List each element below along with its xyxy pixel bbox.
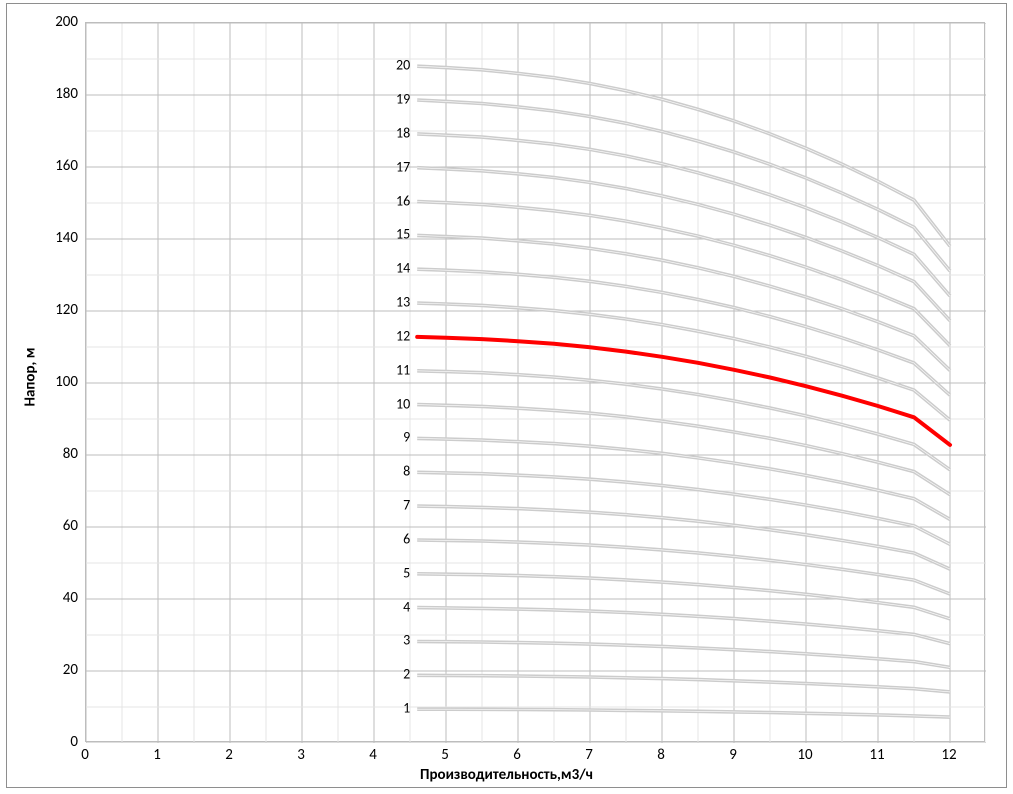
y-tick: 20 (63, 661, 78, 679)
series-label: 20 (396, 57, 410, 74)
x-tick: 10 (797, 746, 812, 764)
y-axis-label: Напор, м (20, 0, 40, 754)
series-label: 11 (396, 361, 410, 378)
x-tick: 2 (225, 746, 233, 764)
y-tick: 180 (55, 85, 78, 103)
series-label: 16 (396, 192, 410, 209)
x-tick: 0 (81, 746, 89, 764)
y-tick: 40 (63, 589, 78, 607)
y-tick: 140 (55, 229, 78, 247)
series-lines (86, 23, 986, 743)
series-label: 13 (396, 294, 410, 311)
y-tick: 80 (63, 445, 78, 463)
series-label: 4 (403, 598, 410, 615)
y-tick: 200 (55, 13, 78, 31)
x-tick: 3 (297, 746, 305, 764)
series-label: 6 (403, 530, 410, 547)
series-label: 9 (403, 429, 410, 446)
series-label: 8 (403, 463, 410, 480)
series-label: 1 (403, 700, 410, 717)
x-axis-label: Производительность,м3/ч (0, 766, 1013, 784)
x-tick: 11 (869, 746, 884, 764)
plot-area (85, 22, 985, 742)
x-tick: 8 (657, 746, 665, 764)
y-tick: 0 (70, 733, 78, 751)
series-label: 2 (403, 666, 410, 683)
series-label: 19 (396, 91, 410, 108)
series-label: 7 (403, 497, 410, 514)
series-label: 14 (396, 260, 410, 277)
series-label: 12 (396, 327, 410, 344)
series-label: 3 (403, 632, 410, 649)
chart-container: Производительность,м3/ч Напор, м 0123456… (0, 0, 1013, 794)
series-label: 15 (396, 226, 410, 243)
y-tick: 60 (63, 517, 78, 535)
series-label: 18 (396, 124, 410, 141)
x-tick: 7 (585, 746, 593, 764)
series-label: 10 (396, 395, 410, 412)
series-label: 17 (396, 158, 410, 175)
x-tick: 1 (153, 746, 161, 764)
x-tick: 9 (729, 746, 737, 764)
series-label: 5 (403, 564, 410, 581)
x-tick: 6 (513, 746, 521, 764)
x-tick: 5 (441, 746, 449, 764)
y-tick: 120 (55, 301, 78, 319)
x-tick: 12 (941, 746, 956, 764)
y-tick: 100 (55, 373, 78, 391)
x-tick: 4 (369, 746, 377, 764)
y-tick: 160 (55, 157, 78, 175)
